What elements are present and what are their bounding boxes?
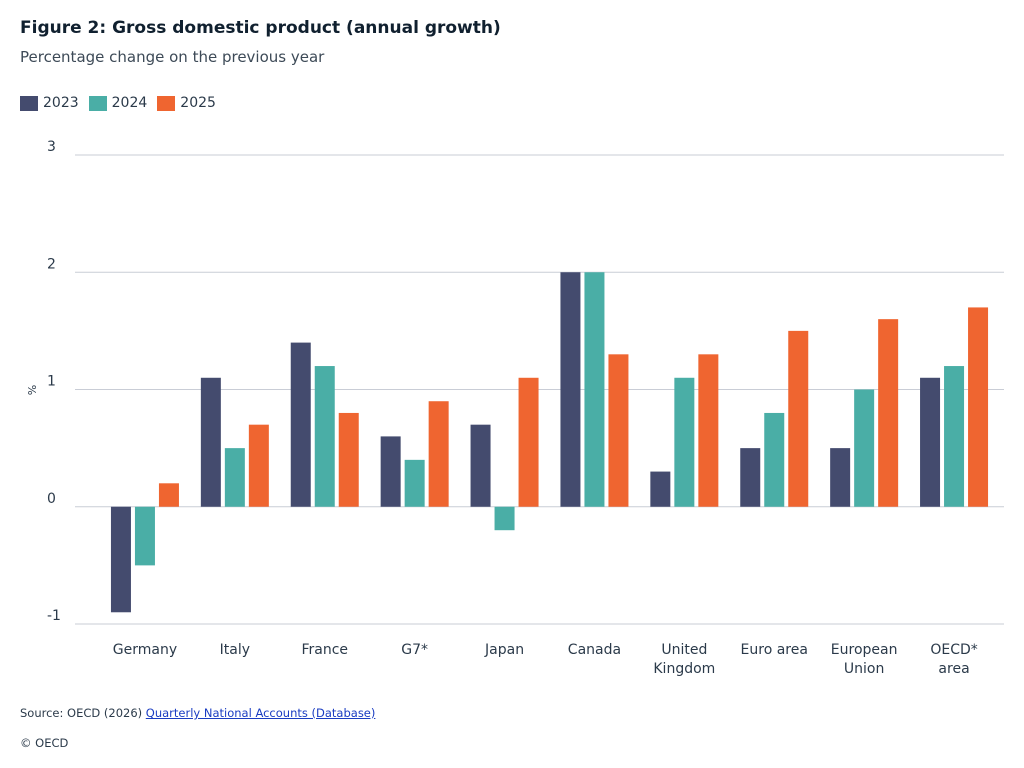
legend-swatch-2023 [20, 95, 38, 111]
x-tick-label: European Union [831, 642, 898, 677]
bar-2025 [698, 354, 719, 507]
bar-2024 [764, 412, 785, 507]
chart-subtitle: Percentage change on the previous year [20, 48, 325, 66]
legend-item-2024[interactable]: 2024 [88, 95, 148, 111]
bar-2025 [608, 354, 629, 507]
bar-2023 [290, 342, 311, 507]
legend-label-2024: 2024 [111, 95, 148, 111]
bar-2024 [584, 272, 605, 507]
x-tick-label: Canada [568, 642, 621, 658]
x-tick-label: France [301, 642, 348, 658]
bar-2025 [878, 319, 899, 507]
legend-swatch-2024 [88, 95, 107, 111]
bar-2023 [560, 272, 581, 507]
bar-2024 [314, 366, 335, 507]
chart-legend: 2023 2024 2025 [20, 95, 216, 111]
legend-swatch-2025 [157, 95, 176, 111]
bar-2023 [110, 506, 131, 613]
copyright: © OECD [20, 736, 69, 750]
bar-2024 [944, 366, 965, 507]
x-tick-label: OECD* area [930, 642, 977, 677]
source-prefix: Source: OECD (2026) [20, 706, 146, 720]
bar-2024 [404, 459, 425, 507]
y-tick-label: 3 [47, 139, 56, 155]
y-tick-label: 0 [47, 491, 56, 507]
bar-2023 [470, 424, 491, 507]
chart-title: Figure 2: Gross domestic product (annual… [20, 18, 501, 38]
source-link[interactable]: Quarterly National Accounts (Database) [145, 706, 376, 720]
bar-2025 [518, 377, 539, 507]
x-tick-label: United Kingdom [653, 642, 715, 677]
x-tick-label: Germany [113, 642, 177, 658]
y-tick-label: -1 [47, 608, 61, 624]
bar-2024 [134, 506, 155, 566]
legend-item-2023[interactable]: 2023 [20, 95, 79, 111]
bar-2024 [854, 389, 875, 507]
bar-2024 [494, 506, 515, 531]
bar-2025 [158, 483, 179, 507]
x-tick-label: Euro area [741, 642, 808, 658]
bar-2023 [380, 436, 401, 507]
bar-2024 [224, 448, 245, 507]
bar-2025 [338, 412, 359, 507]
bar-2024 [674, 377, 695, 507]
bar-2023 [920, 377, 941, 507]
bar-2025 [248, 424, 269, 507]
bar-2023 [830, 448, 851, 507]
bar-chart: 3 2 1 0 -1% Germany Italy France G7* Japan Canada U… [26, 139, 1004, 677]
legend-label-2025: 2025 [180, 95, 216, 111]
bar-2025 [428, 401, 449, 507]
y-tick-label: 2 [47, 256, 56, 272]
bar-2023 [650, 471, 671, 507]
bar-2023 [200, 377, 221, 507]
y-axis-label: % [26, 385, 39, 395]
legend-item-2025[interactable]: 2025 [157, 95, 216, 111]
y-tick-label: 1 [47, 374, 56, 390]
bar-2025 [968, 307, 989, 507]
x-tick-label: Japan [484, 642, 524, 658]
x-tick-label: G7* [401, 642, 428, 658]
legend-label-2023: 2023 [43, 95, 79, 111]
bar-2025 [788, 330, 809, 507]
bar-2023 [740, 448, 761, 507]
source-note: Source: OECD (2026) Quarterly National A… [20, 706, 375, 720]
x-tick-label: Italy [220, 642, 250, 658]
